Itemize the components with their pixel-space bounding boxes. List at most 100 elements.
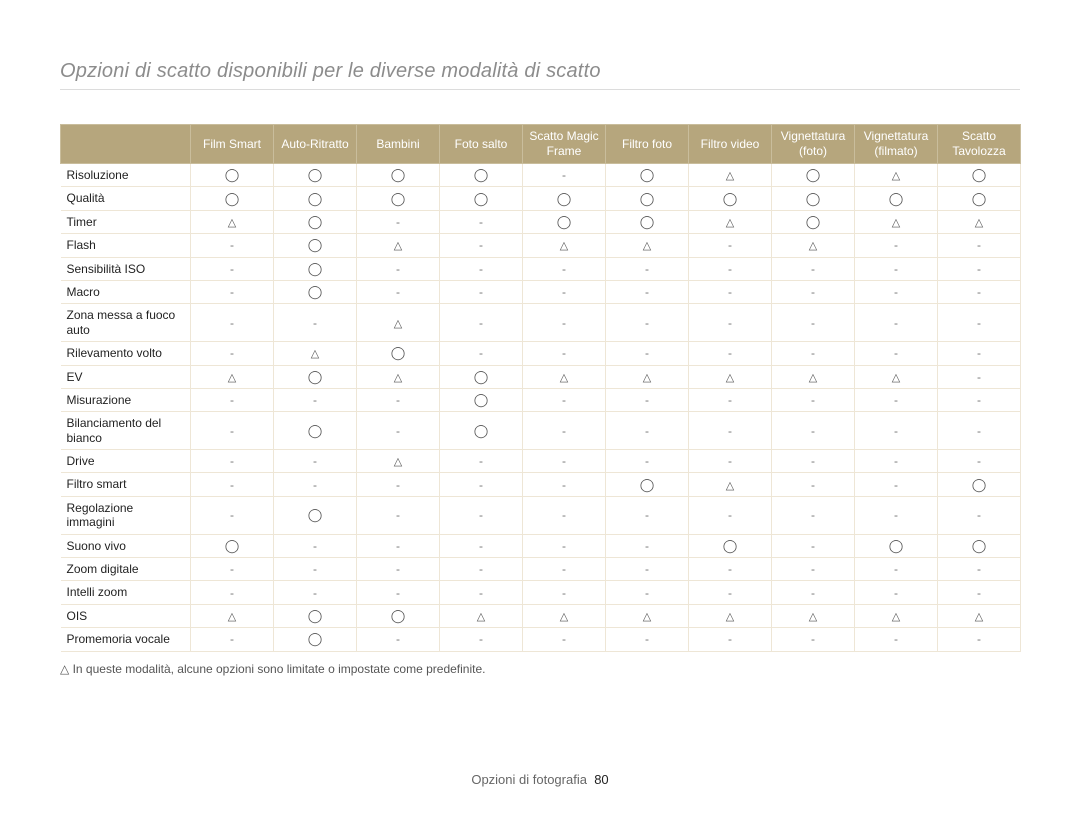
circle-icon: ◯	[972, 539, 987, 552]
col-scatto-magic-frame: Scatto Magic Frame	[523, 125, 606, 164]
row-label: Zoom digitale	[61, 558, 191, 581]
circle-icon: ◯	[308, 285, 323, 298]
dash-icon: -	[479, 479, 483, 491]
cell: -	[772, 304, 855, 342]
table-row: Promemoria vocale-◯--------	[61, 628, 1021, 651]
table-row: Regolazione immagini-◯--------	[61, 496, 1021, 534]
circle-icon: ◯	[391, 609, 406, 622]
triangle-icon: △	[726, 171, 734, 182]
cell: -	[606, 304, 689, 342]
table-row: Qualità◯◯◯◯◯◯◯◯◯◯	[61, 187, 1021, 210]
circle-icon: ◯	[308, 609, 323, 622]
cell: -	[689, 496, 772, 534]
table-row: Suono vivo◯-----◯-◯◯	[61, 534, 1021, 557]
dash-icon: -	[479, 540, 483, 552]
dash-icon: -	[894, 239, 898, 251]
cell: ◯	[772, 164, 855, 187]
cell: △	[855, 210, 938, 233]
row-label: Intelli zoom	[61, 581, 191, 604]
cell: -	[689, 450, 772, 473]
circle-icon: ◯	[308, 370, 323, 383]
cell: △	[772, 234, 855, 257]
cell: △	[523, 604, 606, 627]
circle-icon: ◯	[308, 508, 323, 521]
dash-icon: -	[313, 317, 317, 329]
row-label: Filtro smart	[61, 473, 191, 496]
cell: ◯	[274, 280, 357, 303]
triangle-icon: △	[892, 218, 900, 229]
cell: -	[606, 388, 689, 411]
dash-icon: -	[894, 455, 898, 467]
cell: -	[440, 280, 523, 303]
dash-icon: -	[396, 263, 400, 275]
cell: -	[689, 558, 772, 581]
dash-icon: -	[396, 540, 400, 552]
cell: -	[440, 342, 523, 365]
cell: -	[274, 388, 357, 411]
row-label: Risoluzione	[61, 164, 191, 187]
row-label: OIS	[61, 604, 191, 627]
dash-icon: -	[313, 455, 317, 467]
cell: -	[938, 581, 1021, 604]
table-row: Filtro smart-----◯△--◯	[61, 473, 1021, 496]
dash-icon: -	[645, 455, 649, 467]
cell: -	[689, 628, 772, 651]
dash-icon: -	[479, 239, 483, 251]
dash-icon: -	[313, 479, 317, 491]
dash-icon: -	[977, 317, 981, 329]
dash-icon: -	[977, 425, 981, 437]
circle-icon: ◯	[391, 168, 406, 181]
cell: -	[938, 558, 1021, 581]
dash-icon: -	[811, 563, 815, 575]
cell: △	[938, 210, 1021, 233]
dash-icon: -	[562, 263, 566, 275]
circle-icon: ◯	[308, 215, 323, 228]
footer-page-number: 80	[594, 772, 608, 787]
dash-icon: -	[562, 425, 566, 437]
triangle-icon: △	[809, 373, 817, 384]
cell: -	[606, 558, 689, 581]
cell: △	[191, 604, 274, 627]
footnote-text: In queste modalità, alcune opzioni sono …	[73, 662, 486, 676]
dash-icon: -	[728, 563, 732, 575]
cell: -	[689, 257, 772, 280]
col-vignettatura-foto: Vignettatura (foto)	[772, 125, 855, 164]
dash-icon: -	[562, 455, 566, 467]
cell: -	[855, 280, 938, 303]
dash-icon: -	[562, 509, 566, 521]
dash-icon: -	[230, 317, 234, 329]
cell: -	[523, 304, 606, 342]
cell: -	[523, 280, 606, 303]
triangle-icon: △	[809, 241, 817, 252]
circle-icon: ◯	[474, 192, 489, 205]
cell: -	[606, 450, 689, 473]
cell: -	[191, 388, 274, 411]
cell: ◯	[274, 187, 357, 210]
triangle-icon: △	[975, 612, 983, 623]
row-label: Rilevamento volto	[61, 342, 191, 365]
circle-icon: ◯	[225, 539, 240, 552]
cell: ◯	[274, 365, 357, 388]
cell: -	[523, 473, 606, 496]
circle-icon: ◯	[640, 192, 655, 205]
cell: -	[855, 342, 938, 365]
dash-icon: -	[645, 425, 649, 437]
col-bambini: Bambini	[357, 125, 440, 164]
cell: -	[689, 342, 772, 365]
cell: -	[772, 450, 855, 473]
dash-icon: -	[977, 239, 981, 251]
table-row: Sensibilità ISO-◯--------	[61, 257, 1021, 280]
triangle-icon: △	[477, 612, 485, 623]
circle-icon: ◯	[640, 168, 655, 181]
cell: -	[606, 342, 689, 365]
cell: ◯	[274, 234, 357, 257]
circle-icon: ◯	[640, 215, 655, 228]
cell: -	[938, 388, 1021, 411]
dash-icon: -	[977, 509, 981, 521]
dash-icon: -	[811, 286, 815, 298]
cell: △	[689, 365, 772, 388]
cell: -	[855, 412, 938, 450]
cell: -	[938, 365, 1021, 388]
dash-icon: -	[645, 563, 649, 575]
dash-icon: -	[479, 587, 483, 599]
